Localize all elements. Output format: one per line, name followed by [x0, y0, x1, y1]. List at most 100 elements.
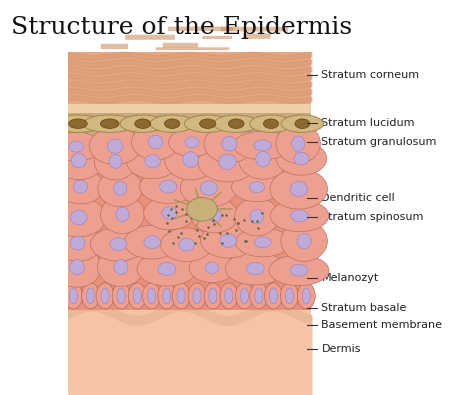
Ellipse shape: [264, 283, 283, 309]
Ellipse shape: [297, 283, 315, 309]
Ellipse shape: [96, 283, 114, 309]
FancyBboxPatch shape: [243, 34, 271, 39]
Ellipse shape: [51, 115, 105, 132]
Ellipse shape: [162, 207, 177, 219]
Ellipse shape: [220, 234, 237, 247]
Ellipse shape: [254, 140, 272, 151]
Ellipse shape: [158, 283, 176, 309]
Text: Melanozyt: Melanozyt: [321, 273, 379, 283]
Ellipse shape: [255, 237, 271, 248]
Ellipse shape: [101, 288, 109, 304]
Ellipse shape: [276, 142, 327, 175]
Ellipse shape: [124, 225, 180, 259]
Ellipse shape: [290, 181, 308, 197]
Ellipse shape: [144, 196, 195, 230]
Ellipse shape: [180, 169, 237, 207]
Ellipse shape: [281, 283, 298, 309]
Ellipse shape: [89, 128, 141, 165]
Ellipse shape: [91, 228, 146, 261]
Ellipse shape: [292, 136, 305, 151]
Ellipse shape: [264, 119, 279, 128]
Ellipse shape: [270, 200, 329, 232]
Ellipse shape: [131, 124, 180, 160]
Ellipse shape: [82, 283, 100, 309]
Bar: [68, 52, 311, 104]
Ellipse shape: [240, 288, 248, 304]
Ellipse shape: [53, 247, 101, 287]
Ellipse shape: [291, 210, 308, 222]
Ellipse shape: [164, 119, 180, 128]
Ellipse shape: [269, 255, 329, 286]
FancyBboxPatch shape: [163, 43, 198, 48]
Ellipse shape: [185, 137, 199, 148]
Ellipse shape: [144, 236, 161, 248]
Ellipse shape: [201, 223, 256, 258]
Ellipse shape: [150, 115, 194, 132]
Ellipse shape: [238, 139, 288, 179]
Ellipse shape: [158, 263, 176, 275]
Bar: [68, 113, 311, 135]
Ellipse shape: [83, 115, 137, 132]
Ellipse shape: [147, 288, 155, 304]
Text: Stratum granulosum: Stratum granulosum: [321, 137, 437, 147]
Ellipse shape: [255, 288, 263, 304]
Ellipse shape: [295, 119, 310, 128]
Ellipse shape: [64, 283, 82, 309]
Bar: [68, 302, 311, 394]
Ellipse shape: [228, 119, 244, 128]
Ellipse shape: [100, 195, 145, 233]
Ellipse shape: [69, 119, 87, 128]
Ellipse shape: [183, 152, 199, 167]
Ellipse shape: [255, 152, 271, 167]
Ellipse shape: [112, 283, 130, 309]
Ellipse shape: [110, 238, 127, 251]
Ellipse shape: [54, 141, 104, 180]
Ellipse shape: [128, 283, 146, 309]
Ellipse shape: [189, 253, 235, 282]
Ellipse shape: [232, 173, 283, 202]
FancyBboxPatch shape: [168, 26, 233, 31]
Ellipse shape: [145, 154, 161, 168]
Ellipse shape: [69, 141, 83, 152]
Text: Stratum spinosum: Stratum spinosum: [321, 212, 424, 222]
Ellipse shape: [73, 180, 88, 193]
Ellipse shape: [204, 283, 222, 309]
Ellipse shape: [177, 288, 185, 304]
Ellipse shape: [294, 152, 309, 165]
Bar: [68, 104, 311, 113]
Ellipse shape: [127, 144, 179, 179]
Ellipse shape: [233, 131, 292, 160]
Ellipse shape: [219, 154, 237, 169]
Ellipse shape: [135, 119, 151, 128]
Ellipse shape: [54, 225, 102, 261]
Ellipse shape: [133, 288, 141, 304]
Ellipse shape: [281, 221, 328, 261]
Text: Basement membrane: Basement membrane: [321, 320, 442, 331]
Ellipse shape: [205, 262, 219, 273]
Ellipse shape: [193, 288, 201, 304]
Ellipse shape: [249, 182, 264, 193]
Ellipse shape: [225, 252, 285, 285]
Text: Stratum corneum: Stratum corneum: [321, 70, 419, 81]
FancyBboxPatch shape: [156, 47, 229, 50]
Ellipse shape: [86, 288, 95, 304]
Ellipse shape: [52, 132, 100, 161]
Text: Dendritic cell: Dendritic cell: [321, 192, 395, 203]
FancyBboxPatch shape: [101, 44, 128, 49]
Ellipse shape: [120, 115, 165, 132]
Ellipse shape: [179, 238, 194, 251]
Ellipse shape: [270, 169, 328, 209]
Ellipse shape: [214, 115, 259, 132]
Ellipse shape: [116, 207, 129, 222]
Text: Stratum basale: Stratum basale: [321, 303, 407, 313]
Ellipse shape: [250, 115, 292, 132]
Ellipse shape: [220, 283, 237, 309]
Text: Stratum lucidum: Stratum lucidum: [321, 118, 415, 128]
Ellipse shape: [57, 169, 104, 204]
Ellipse shape: [187, 198, 218, 221]
Ellipse shape: [191, 198, 238, 233]
Ellipse shape: [235, 198, 279, 236]
Ellipse shape: [71, 210, 87, 225]
Ellipse shape: [236, 228, 290, 257]
Bar: [68, 135, 311, 282]
